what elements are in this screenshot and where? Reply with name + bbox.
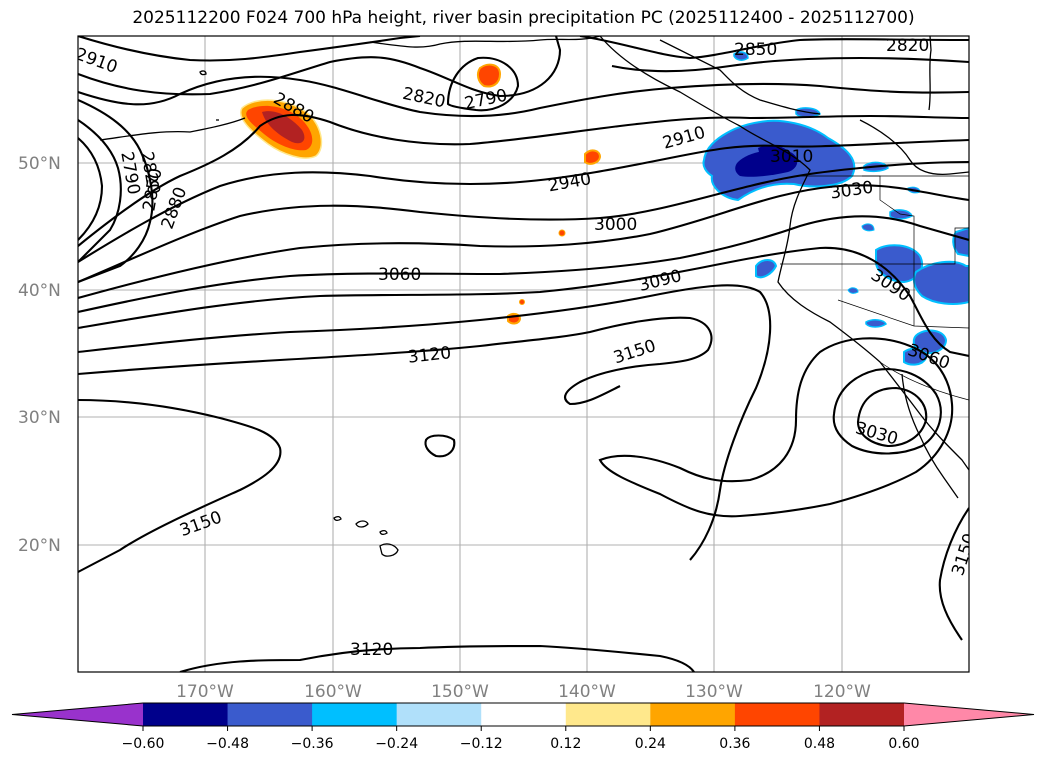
lon-label: 140°W: [558, 682, 616, 702]
longitude-labels: 170°W 160°W 150°W 140°W 130°W 120°W: [176, 682, 871, 702]
lon-label: 130°W: [685, 682, 743, 702]
lon-label: 120°W: [813, 682, 871, 702]
height-contours: [78, 36, 969, 672]
contour-label: 3120: [407, 343, 452, 367]
latitude-labels: 50°N 40°N 30°N 20°N: [18, 154, 61, 556]
colorbar-tick-label: 0.60: [888, 736, 919, 752]
colorbar-segment: [227, 703, 313, 726]
colorbar-tick-label: 0.48: [804, 736, 835, 752]
colorbar-segment: [143, 703, 229, 726]
lon-label: 160°W: [304, 682, 362, 702]
colorbar-segment: [396, 703, 482, 726]
contour-label: 3120: [350, 640, 393, 660]
figure-title: 2025112200 F024 700 hPa height, river ba…: [132, 8, 915, 28]
colorbar-tick-label: −0.48: [206, 736, 249, 752]
lat-label: 50°N: [18, 154, 61, 174]
colorbar-extend-low: [12, 703, 143, 726]
colorbar-tick-label: −0.36: [291, 736, 334, 752]
contour-label: 2850: [734, 40, 777, 60]
colorbar-tick-label: −0.24: [375, 736, 418, 752]
colorbar-segment: [650, 703, 736, 726]
contour-label: 2820: [886, 36, 929, 56]
map-frame: [77, 35, 970, 673]
lat-label: 20°N: [18, 536, 61, 556]
colorbar-segment: [819, 703, 905, 726]
contour-label: 3060: [378, 265, 421, 285]
contour-label: 3000: [594, 215, 637, 235]
colorbar-tick-label: 0.12: [550, 736, 581, 752]
colorbar-segment: [734, 703, 820, 726]
colorbar-tick-label: −0.60: [122, 736, 165, 752]
lat-label: 30°N: [18, 408, 61, 428]
contour-label: 3010: [770, 147, 813, 167]
colorbar: −0.60 −0.48 −0.36 −0.24 −0.12 0.12 0.24 0.36 0.4…: [11, 702, 1035, 752]
colorbar-segment: [565, 703, 651, 726]
colorbar-tick-label: 0.36: [719, 736, 750, 752]
borders: [780, 175, 969, 401]
lon-label: 150°W: [431, 682, 489, 702]
map-background: [78, 36, 969, 672]
colorbar-segment: [312, 703, 398, 726]
colorbar-tick-label: −0.12: [460, 736, 503, 752]
colorbar-tick-label: 0.24: [635, 736, 666, 752]
lon-label: 170°W: [176, 682, 234, 702]
lat-label: 40°N: [18, 281, 61, 301]
colorbar-segment: [481, 703, 567, 726]
colorbar-extend-high: [904, 703, 1034, 726]
